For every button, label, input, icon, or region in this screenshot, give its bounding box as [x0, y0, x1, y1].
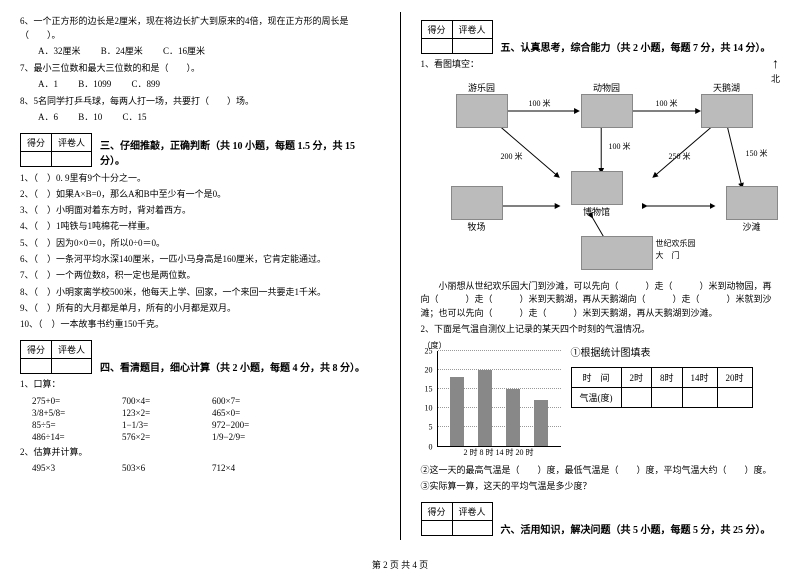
q8-options: A．6 B．10 C．15: [38, 111, 380, 125]
section4-title: 四、看清题目，细心计算（共 2 小题，每题 4 分，共 8 分）。: [100, 359, 365, 374]
score-table-6: 得分评卷人: [421, 502, 493, 536]
node-gate: [581, 236, 653, 270]
section6-title: 六、活用知识，解决问题（共 5 小题，每题 5 分，共 25 分）。: [501, 521, 771, 536]
calc1-title: 1、口算：: [20, 378, 380, 392]
q7-options: A．1 B．1099 C．899: [38, 78, 380, 92]
plot-area: [437, 351, 561, 447]
node-beach: 沙滩: [726, 186, 778, 233]
section4-header: 得分评卷人 四、看清题目，细心计算（共 2 小题，每题 4 分，共 8 分）。: [20, 340, 380, 374]
score-table-5: 得分评卷人: [421, 20, 493, 54]
q6-options: A．32厘米 B．24厘米 C．16厘米: [38, 45, 380, 59]
section3-title: 三、仔细推敲，正确判断（共 10 小题，每题 1.5 分，共 15 分）。: [100, 137, 379, 167]
judge-list: 1、（ ）0. 9里有9个十分之一。 2、（ ）如果A×B=0，那么A和B中至少…: [20, 171, 380, 333]
map-diagram: ↑北 游乐园 动物园 天鹅湖 牧场 博物馆 沙滩 世纪欢乐园 大 门 100 米…: [451, 76, 781, 276]
calc1-items: 275+0=700×4=600×7=3/8+5/8= 123×2=465×0=8…: [32, 395, 380, 443]
score-table: 得分评卷人: [20, 133, 92, 167]
node-zoo: 动物园: [581, 81, 633, 128]
sub2-text: ②这一天的最高气温是（ ）度，最低气温是（ ）度，平均气温大约（ ）度。: [421, 464, 781, 478]
q6-text: 6、一个正方形的边长是2厘米，现在将边长扩大到原来的4倍，现在正方形的周长是（ …: [20, 15, 380, 42]
column-divider: [400, 12, 401, 540]
chart-title: ①根据统计图填表: [571, 344, 753, 359]
calc2-items: 495×3503×6712×4: [32, 462, 380, 474]
map-question: 1、看图填空：: [421, 58, 781, 72]
bar-1: [450, 377, 464, 445]
node-amuse: 游乐园: [456, 81, 508, 128]
map-fill-text: 小丽想从世纪欢乐园大门到沙滩，可以先向（ ）走（ ）米到动物园，再向（ ）走（ …: [421, 280, 781, 321]
page-footer: 第 2 页 共 4 页: [0, 558, 800, 571]
calc2-title: 2、估算并计算。: [20, 446, 380, 460]
node-museum: 博物馆: [571, 171, 623, 218]
bar-2: [478, 370, 492, 446]
y-axis: 25 20 15 10 5 0: [421, 351, 435, 447]
sub3-text: ③实际算一算，这天的平均气温是多少度？: [421, 480, 781, 494]
x-axis: 2 时 8 时 14 时 20 时: [437, 447, 561, 461]
section5-header: 得分评卷人 五、认真思考，综合能力（共 2 小题，每题 7 分，共 14 分）。: [421, 20, 781, 54]
node-ranch: 牧场: [451, 186, 503, 233]
section6-header: 得分评卷人 六、活用知识，解决问题（共 5 小题，每题 5 分，共 25 分）。: [421, 502, 781, 536]
bar-3: [506, 389, 520, 446]
temperature-chart: 25 20 15 10 5 0 2 时 8 时 14 时 20 时: [421, 351, 561, 461]
section5-title: 五、认真思考，综合能力（共 2 小题，每题 7 分，共 14 分）。: [501, 39, 771, 54]
compass-icon: ↑北: [771, 58, 780, 85]
bar-4: [534, 400, 548, 446]
score-table-4: 得分评卷人: [20, 340, 92, 374]
section3-header: 得分评卷人 三、仔细推敲，正确判断（共 10 小题，每题 1.5 分，共 15 …: [20, 133, 380, 167]
q2-text: 2、下面是气温自测仪上记录的某天四个时刻的气温情况。: [421, 323, 781, 337]
node-lake: 天鹅湖: [701, 81, 753, 128]
fill-table: 时 间2时8时14时20时 气温(度): [571, 367, 753, 408]
q8-text: 8、5名同学打乒乓球，每两人打一场，共要打（ ）场。: [20, 95, 380, 109]
q7-text: 7、最小三位数和最大三位数的和是（ ）。: [20, 62, 380, 76]
